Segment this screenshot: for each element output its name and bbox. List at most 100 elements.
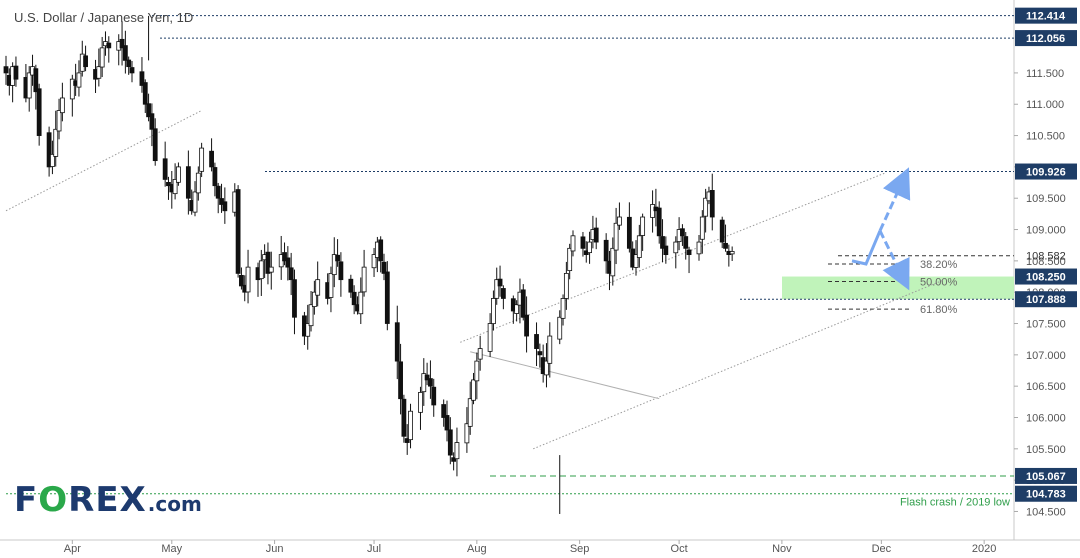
candle-body: [673, 241, 679, 254]
x-tick-label: Jun: [266, 543, 284, 555]
candle-body: [162, 158, 168, 180]
candle-body: [26, 72, 32, 99]
candle-body: [149, 113, 155, 130]
x-tick-label: 2020: [972, 543, 996, 555]
candle-body: [464, 423, 470, 444]
forex-logo: FOREX .com: [14, 480, 202, 520]
candle-body: [580, 236, 586, 249]
candle-body: [451, 457, 457, 462]
candle-body: [587, 241, 592, 254]
candle-body: [172, 179, 178, 195]
support-zone: [782, 276, 1014, 300]
candle-body: [152, 128, 158, 162]
x-tick-label: Oct: [671, 543, 688, 555]
candle-body: [613, 222, 619, 251]
candle-body: [358, 291, 364, 315]
projection-arrow-bear: [878, 230, 910, 291]
candle-body: [428, 378, 433, 387]
chart-title: U.S. Dollar / Japanese Yen, 1D: [14, 10, 194, 25]
candle-body: [500, 288, 506, 299]
candle-body: [514, 304, 520, 314]
candle-body: [56, 110, 62, 132]
candle-body: [524, 314, 529, 337]
candle-body: [46, 132, 52, 168]
candle-body: [142, 82, 148, 105]
candle-body: [146, 103, 151, 118]
y-tick-label: 104.500: [1026, 506, 1066, 518]
price-level-label: 104.783: [1026, 489, 1066, 501]
candle-body: [537, 351, 543, 356]
trendline-channel-upper: [460, 172, 885, 343]
price-level-label: 108.582: [1026, 251, 1066, 263]
candle-body: [444, 415, 450, 431]
price-level-label: 108.250: [1026, 272, 1066, 284]
x-tick-label: Aug: [467, 543, 487, 555]
candle-body: [371, 254, 377, 269]
y-tick-label: 109.500: [1026, 193, 1066, 205]
candle-body: [199, 147, 205, 172]
x-tick-label: Nov: [772, 543, 792, 555]
candle-body: [560, 298, 566, 319]
candle-body: [99, 47, 105, 68]
projection-arrow-base: [851, 230, 882, 266]
candle-body: [567, 247, 573, 272]
candle-body: [547, 335, 553, 364]
y-tick-label: 108.500: [1026, 256, 1066, 268]
candle-body: [209, 150, 214, 168]
y-tick-label: 110.500: [1026, 131, 1065, 143]
candle-body: [603, 239, 609, 262]
candle-body: [660, 236, 665, 249]
candle-body: [166, 182, 171, 187]
price-level-label: 112.414: [1026, 11, 1066, 23]
candle-body: [404, 438, 410, 443]
candle-body: [544, 360, 549, 376]
y-tick-label: 105.500: [1026, 444, 1066, 456]
candle-body: [245, 266, 251, 293]
candle-body: [215, 185, 221, 199]
candle-body: [441, 404, 447, 418]
price-level-label: 107.888: [1026, 294, 1066, 306]
candle-body: [348, 278, 354, 293]
trendline-channel-lower: [533, 279, 945, 450]
candle-body: [719, 219, 725, 243]
x-tick-label: Sep: [570, 543, 590, 555]
x-tick-label: Dec: [872, 543, 892, 555]
candle-body: [268, 266, 274, 273]
candle-body: [709, 190, 715, 218]
candle-body: [557, 316, 563, 340]
candle-body: [212, 167, 218, 187]
y-tick-label: 106.500: [1026, 381, 1066, 393]
candle-body: [222, 201, 228, 212]
candle-body: [126, 59, 132, 68]
candle-body: [398, 361, 403, 400]
price-level-label-bg: [1015, 467, 1077, 484]
candle-body: [633, 254, 639, 268]
price-level-label-bg: [1015, 7, 1077, 24]
candle-body: [431, 386, 437, 406]
candle-body: [69, 78, 75, 100]
candle-body: [361, 266, 367, 293]
candle-body: [195, 172, 201, 194]
candle-body: [76, 72, 82, 88]
candle-body: [471, 379, 476, 401]
y-tick-label: 111.500: [1026, 68, 1064, 80]
candle-body: [570, 235, 576, 252]
candle-body: [686, 249, 692, 256]
x-tick-label: May: [161, 543, 182, 555]
candle-body: [474, 360, 480, 382]
price-level-label-bg: [1015, 163, 1077, 180]
candle-body: [351, 291, 357, 306]
candle-body: [285, 257, 291, 268]
candle-body: [494, 279, 500, 299]
y-tick-label: 111.000: [1026, 99, 1064, 111]
y-tick-label: 107.500: [1026, 319, 1066, 331]
candle-body: [626, 216, 632, 249]
candle-body: [703, 197, 709, 217]
trendline-declining: [5, 110, 202, 212]
candle-body: [617, 216, 622, 226]
candle-body: [36, 88, 42, 136]
logo-tld: .com: [147, 492, 202, 516]
candle-body: [338, 261, 344, 281]
candle-body: [288, 267, 294, 281]
